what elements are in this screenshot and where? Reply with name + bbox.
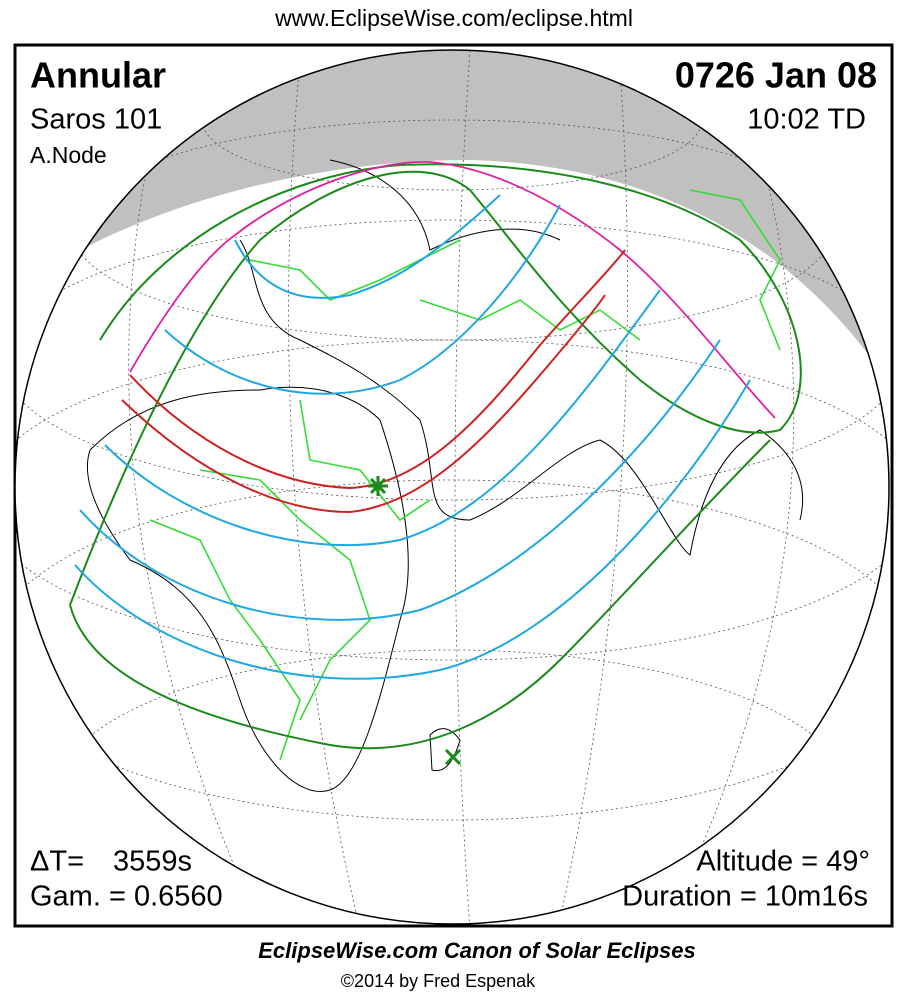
date: 0726 Jan 08 [675, 55, 877, 96]
rise-set-curve [129, 161, 776, 419]
penumbra-limit-south [69, 439, 771, 750]
globe-outline [14, 49, 890, 925]
delta-t-value: 3559s [113, 846, 192, 878]
time: 10:02 TD [747, 104, 866, 136]
altitude: Altitude = 49° [696, 846, 870, 878]
subsolar-marker [444, 748, 462, 766]
url: www.EclipseWise.com/eclipse.html [274, 5, 633, 31]
footer-title: EclipseWise.com Canon of Solar Eclipses [258, 938, 696, 963]
gamma: Gam. = 0.6560 [30, 881, 223, 913]
central-path-limits [121, 249, 626, 514]
eclipse-type: Annular [30, 55, 166, 96]
borders [149, 189, 781, 761]
delta-t-label: ΔT= [30, 846, 84, 878]
node: A.Node [30, 142, 107, 168]
eclipse-magnitude-lines [74, 194, 751, 680]
penumbra-limit [69, 163, 802, 606]
duration: Duration = 10m16s [622, 881, 868, 913]
footer-credit: ©2014 by Fred Espenak [341, 971, 536, 991]
greatest-eclipse-marker [368, 476, 388, 496]
saros: Saros 101 [30, 104, 162, 136]
